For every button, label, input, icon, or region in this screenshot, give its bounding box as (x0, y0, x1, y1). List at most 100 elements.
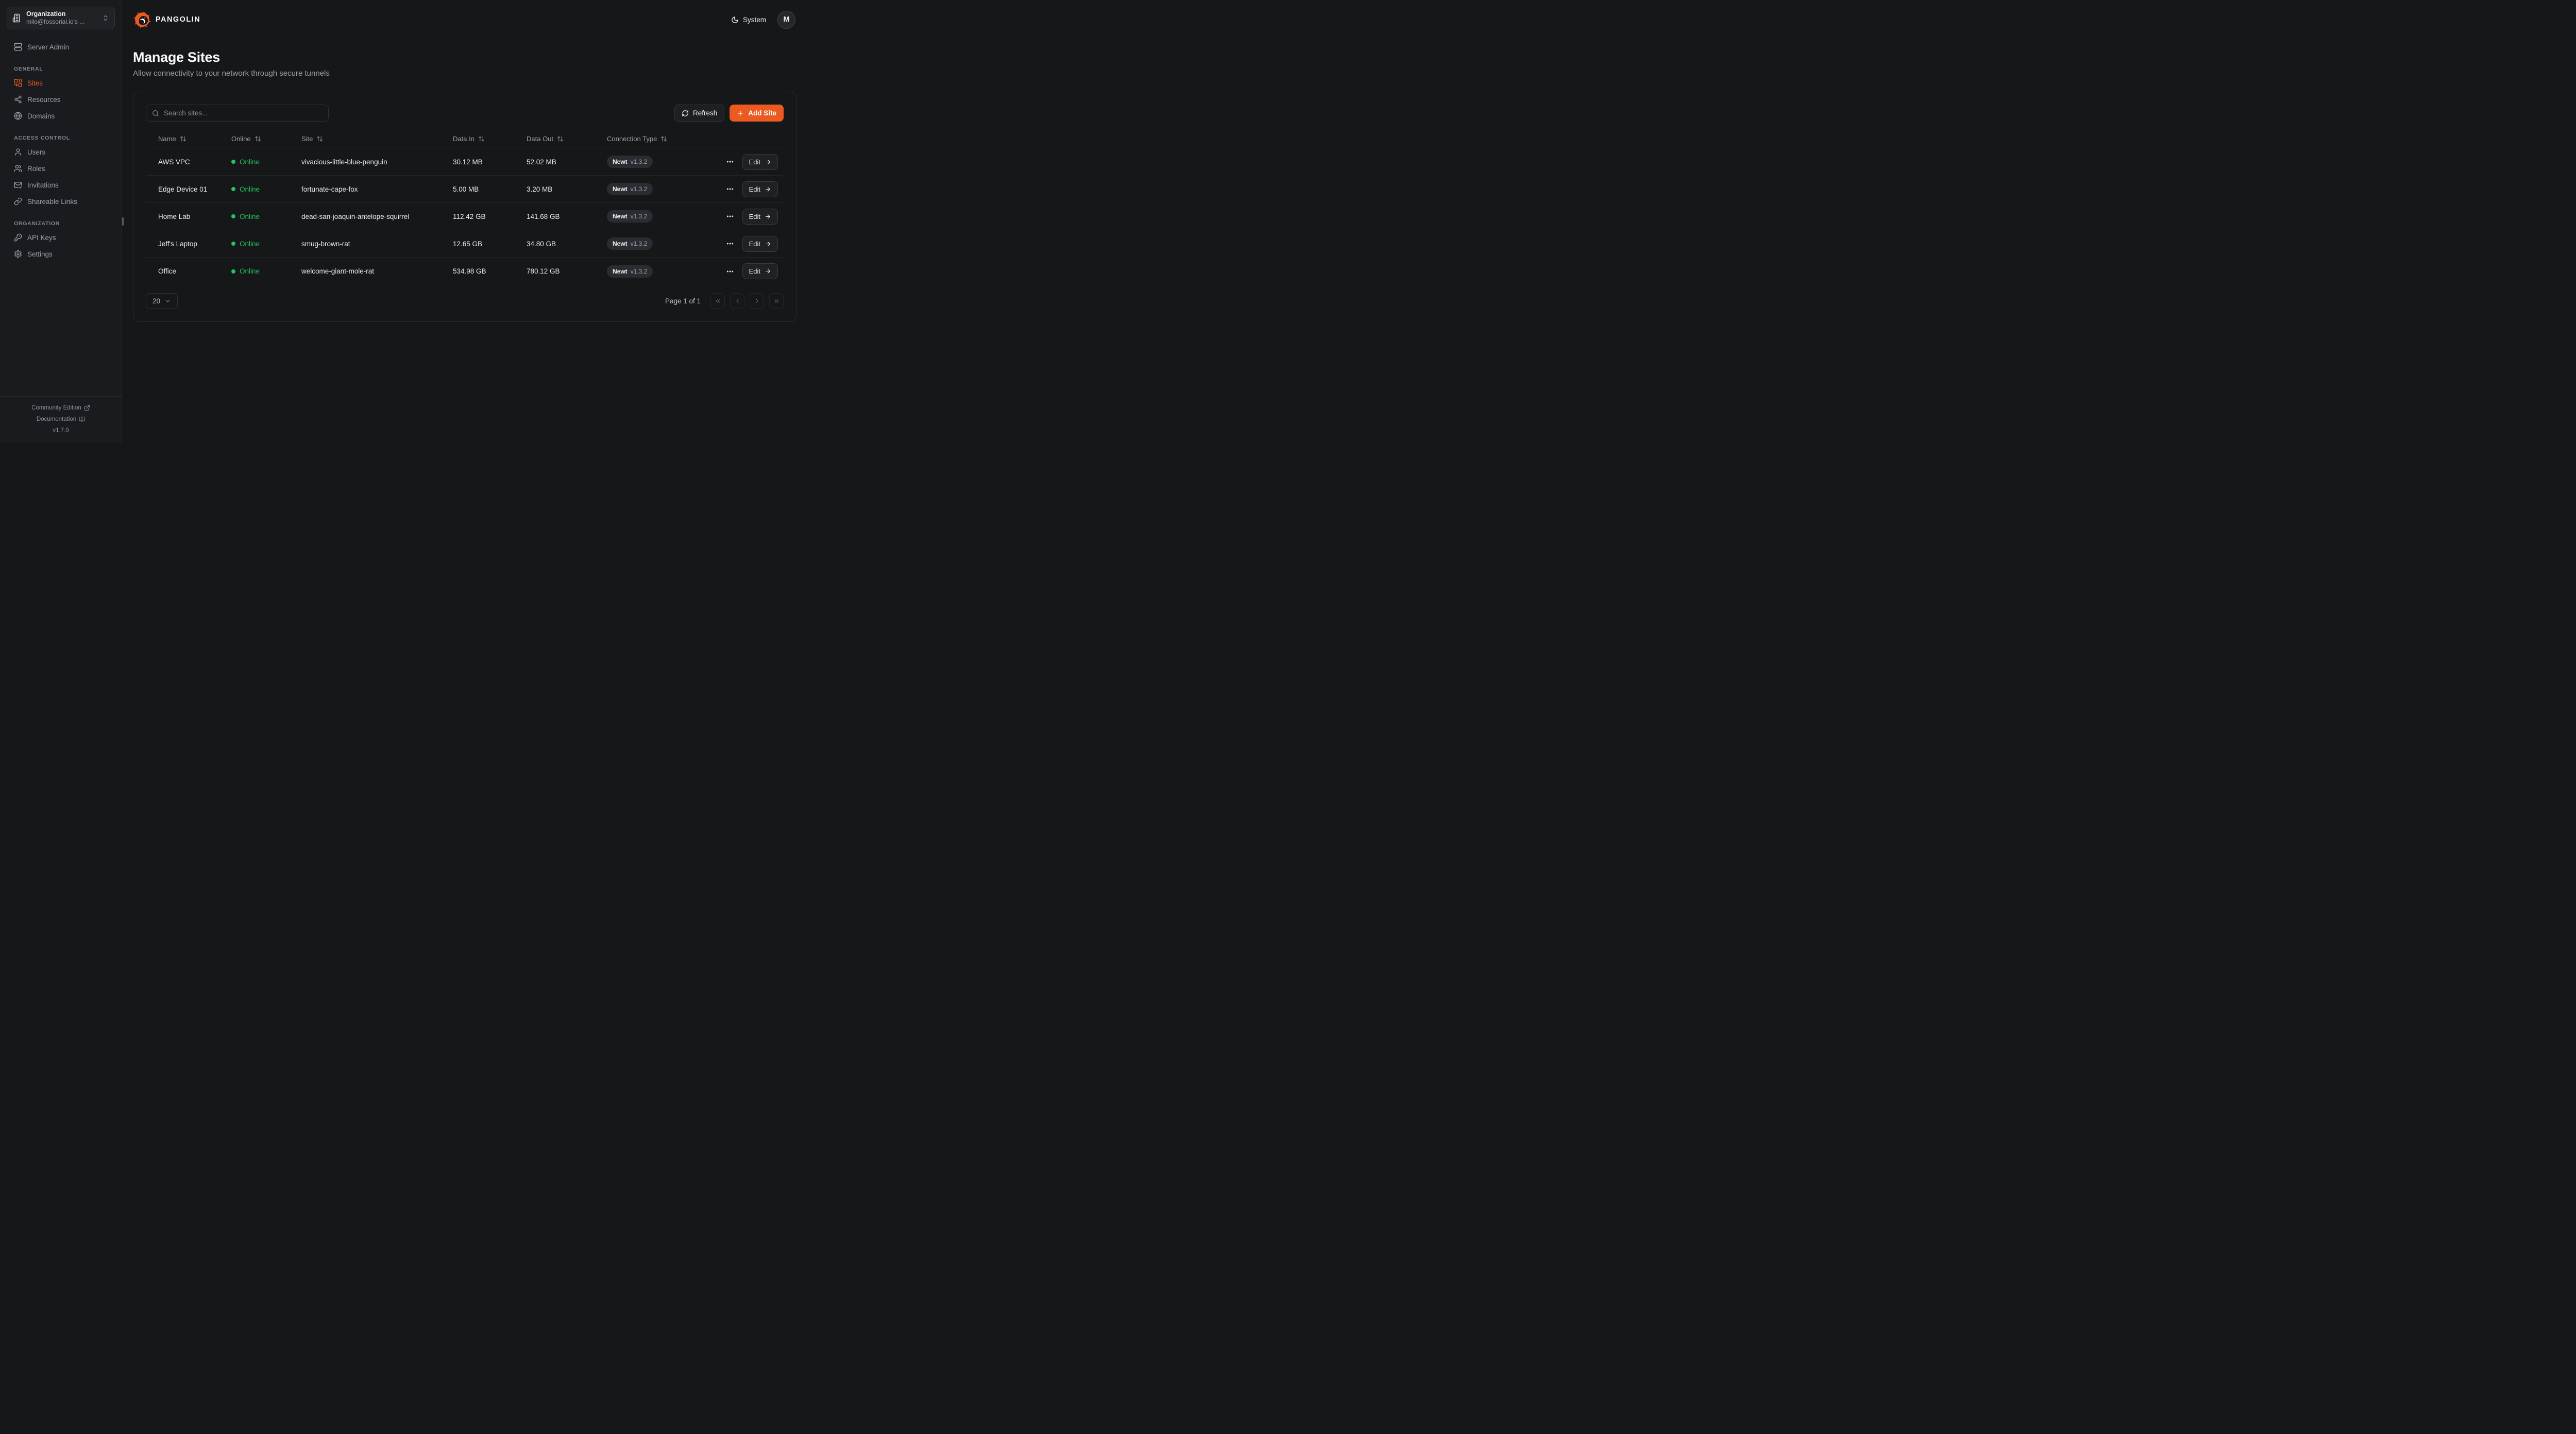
first-page-button[interactable] (710, 293, 725, 309)
share2-icon (14, 95, 22, 104)
online-dot-icon (231, 160, 235, 164)
cell-data-in: 12.65 GB (453, 240, 483, 248)
cell-connection-type: Newt v1.3.2 (607, 265, 713, 278)
connection-type-badge: Newt v1.3.2 (607, 265, 653, 278)
search-input[interactable] (164, 109, 323, 117)
sidebar-item-sites[interactable]: Sites (0, 75, 122, 91)
status-label: Online (240, 185, 260, 193)
sidebar-item-invitations[interactable]: Invitations (0, 177, 122, 193)
arrow-right-icon (765, 213, 771, 220)
page-title: Manage Sites (133, 49, 220, 65)
sidebar-item-label: Invitations (27, 181, 59, 189)
connection-type-label: Newt (613, 213, 628, 220)
sidebar-item-resources[interactable]: Resources (0, 91, 122, 108)
arrow-right-icon (765, 186, 771, 193)
sort-icon (255, 135, 261, 142)
next-page-button[interactable] (750, 293, 764, 309)
edit-button[interactable]: Edit (742, 181, 778, 197)
refresh-button[interactable]: Refresh (674, 105, 725, 122)
connection-version-label: v1.3.2 (630, 213, 648, 220)
row-menu-button[interactable] (726, 240, 734, 248)
theme-toggle-button[interactable]: System (731, 16, 766, 24)
row-menu-button[interactable] (726, 158, 734, 166)
edit-button[interactable]: Edit (742, 235, 778, 252)
user-avatar[interactable]: M (777, 10, 795, 29)
brand-name: PANGOLIN (156, 15, 201, 24)
ellipsis-icon (726, 185, 734, 193)
sites-card: Refresh Add Site Name Online Site Data In Da… (133, 92, 796, 322)
link-icon (14, 197, 22, 206)
sort-icon (478, 135, 485, 142)
arrow-right-icon (765, 241, 771, 247)
page-info: Page 1 of 1 (665, 297, 701, 305)
sidebar-item-api-keys[interactable]: API Keys (0, 229, 122, 246)
server-icon (14, 43, 22, 51)
online-dot-icon (231, 242, 235, 246)
cell-actions: Edit (713, 153, 784, 170)
search-icon (152, 110, 159, 117)
chevrons-up-down-icon (102, 14, 109, 22)
sidebar-item-roles[interactable]: Roles (0, 160, 122, 177)
settings-icon (14, 250, 22, 258)
column-header-site[interactable]: Site (301, 135, 453, 143)
column-header-online[interactable]: Online (231, 135, 301, 143)
page-size-select[interactable]: 20 (146, 293, 178, 309)
sort-icon (660, 135, 667, 142)
status-label: Online (240, 212, 260, 220)
cell-actions: Edit (713, 181, 784, 197)
sidebar-item-shareable-links[interactable]: Shareable Links (0, 193, 122, 210)
page-size-value: 20 (152, 297, 161, 305)
sidebar: Organization milo@fossorial.io's ... Ser… (0, 0, 124, 443)
moon-icon (731, 16, 739, 24)
page-subtitle: Allow connectivity to your network throu… (133, 69, 330, 78)
edit-label: Edit (749, 212, 760, 220)
main-content: PANGOLIN System M Manage Sites Allow con… (122, 0, 808, 443)
connection-type-label: Newt (613, 185, 628, 193)
sort-icon (180, 135, 187, 142)
connection-type-badge: Newt v1.3.2 (607, 183, 653, 195)
cell-name: Home Lab (158, 212, 191, 220)
cell-online-status: Online (231, 185, 301, 193)
row-menu-button[interactable] (726, 267, 734, 276)
row-menu-button[interactable] (726, 212, 734, 220)
column-header-connection-type[interactable]: Connection Type (607, 135, 713, 143)
column-header-name[interactable]: Name (158, 135, 231, 143)
documentation-link[interactable]: Documentation (0, 414, 122, 425)
edit-button[interactable]: Edit (742, 208, 778, 225)
sidebar-item-label: Server Admin (27, 43, 70, 51)
org-switcher[interactable]: Organization milo@fossorial.io's ... (7, 7, 115, 29)
edit-button[interactable]: Edit (742, 263, 778, 279)
arrow-right-icon (765, 159, 771, 165)
last-page-button[interactable] (769, 293, 784, 309)
table-row: Jeff's Laptop Online smug-brown-rat 12.65 G… (146, 230, 784, 258)
cell-name: AWS VPC (158, 158, 190, 166)
cell-connection-type: Newt v1.3.2 (607, 237, 713, 250)
table-body: AWS VPC Online vivacious-little-blue-pengu… (146, 148, 784, 285)
table-row: Office Online welcome-giant-mole-rat 534.98… (146, 258, 784, 285)
connection-type-label: Newt (613, 240, 628, 247)
sidebar-item-settings[interactable]: Settings (0, 246, 122, 262)
edit-button[interactable]: Edit (742, 153, 778, 170)
edit-label: Edit (749, 267, 760, 275)
sidebar-item-users[interactable]: Users (0, 144, 122, 160)
user-icon (14, 148, 22, 156)
sidebar-item-domains[interactable]: Domains (0, 108, 122, 124)
arrow-right-icon (765, 268, 771, 275)
sidebar-resize-handle[interactable] (122, 217, 124, 226)
column-header-data-in[interactable]: Data In (453, 135, 527, 143)
cell-data-in: 30.12 MB (453, 158, 483, 166)
column-header-data-out[interactable]: Data Out (527, 135, 607, 143)
add-site-label: Add Site (748, 109, 776, 117)
previous-page-button[interactable] (730, 293, 744, 309)
column-header-label: Online (231, 135, 251, 143)
sidebar-item-server-admin[interactable]: Server Admin (0, 39, 122, 55)
sidebar-item-label: Resources (27, 95, 61, 104)
community-edition-link[interactable]: Community Edition (0, 402, 122, 414)
key-icon (14, 233, 22, 242)
add-site-button[interactable]: Add Site (730, 105, 784, 122)
ellipsis-icon (726, 212, 734, 220)
cell-connection-type: Newt v1.3.2 (607, 156, 713, 168)
column-header-label: Name (158, 135, 176, 143)
cell-data-out: 780.12 GB (527, 267, 560, 275)
row-menu-button[interactable] (726, 185, 734, 193)
